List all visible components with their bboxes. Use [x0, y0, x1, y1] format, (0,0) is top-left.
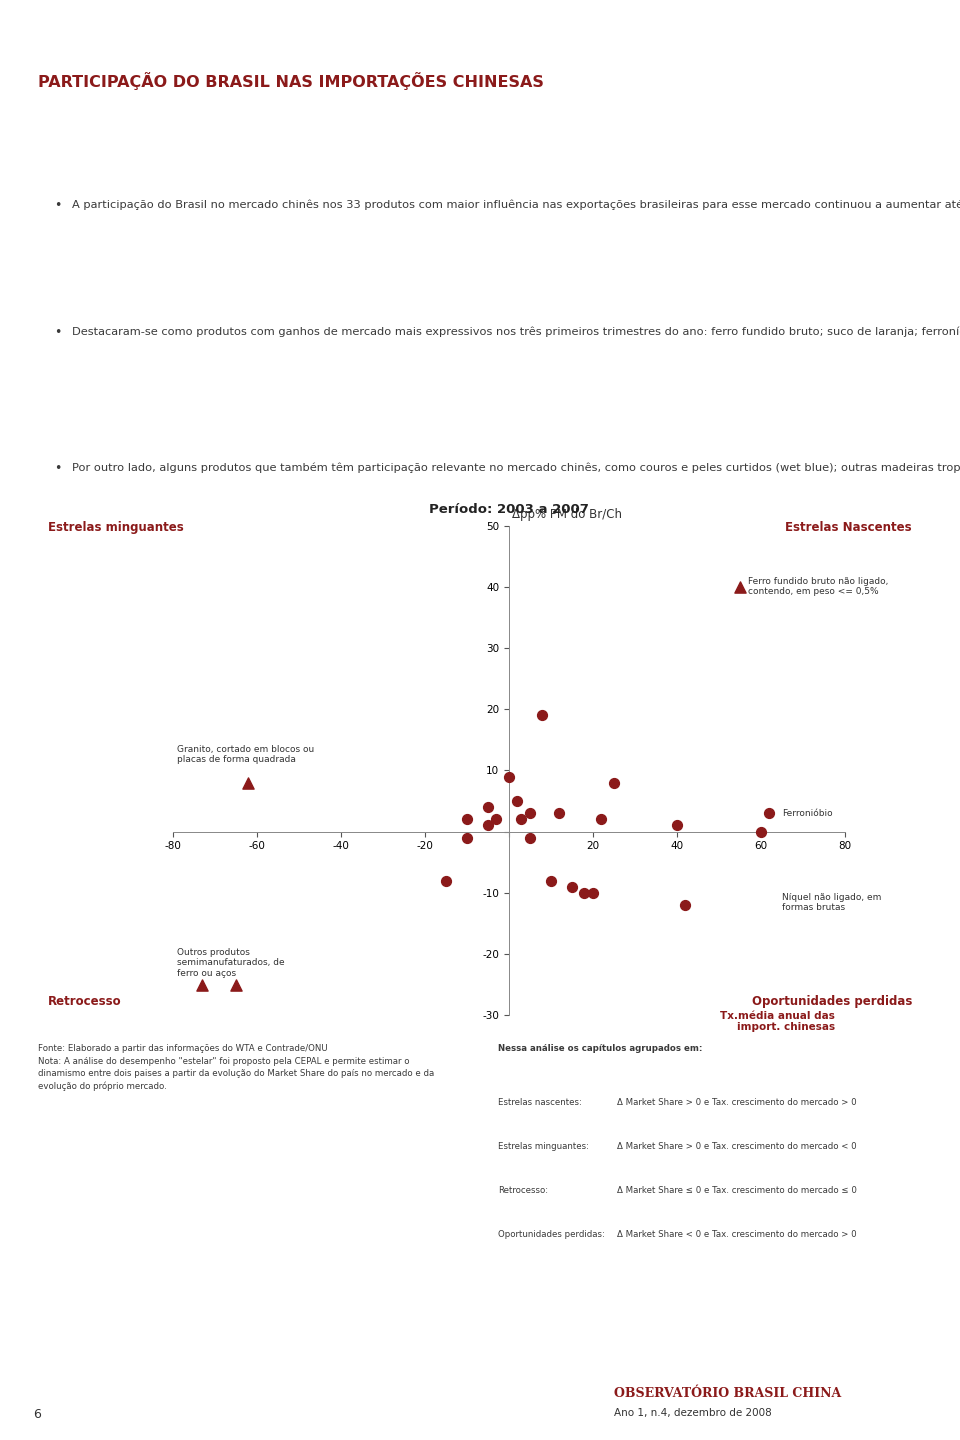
- Point: [551, 802, 566, 825]
- Text: Δ Market Share > 0 e Tax. crescimento do mercado < 0: Δ Market Share > 0 e Tax. crescimento do…: [617, 1142, 856, 1151]
- Point: [459, 808, 474, 831]
- Point: [678, 893, 693, 917]
- Text: •: •: [55, 462, 61, 475]
- Point: [489, 808, 504, 831]
- Text: Oportunidades perdidas:: Oportunidades perdidas:: [497, 1230, 605, 1238]
- Point: [438, 870, 453, 893]
- Text: Tx.média anual das
import. chinesas: Tx.média anual das import. chinesas: [720, 1011, 835, 1032]
- Point: [732, 575, 748, 599]
- Point: [543, 870, 559, 893]
- Point: [241, 772, 256, 795]
- Point: [514, 808, 529, 831]
- Point: [522, 827, 538, 850]
- Text: OBSERVATÓRIO BRASIL CHINA: OBSERVATÓRIO BRASIL CHINA: [614, 1387, 842, 1400]
- Point: [564, 876, 580, 899]
- Point: [535, 704, 550, 727]
- Text: Período: 2003 a 2007: Período: 2003 a 2007: [429, 503, 588, 516]
- Text: Estrelas Nascentes: Estrelas Nascentes: [785, 521, 912, 534]
- Text: •: •: [55, 325, 61, 338]
- Text: PARTICIPAÇÃO DO BRASIL NAS IMPORTAÇÕES CHINESAS: PARTICIPAÇÃO DO BRASIL NAS IMPORTAÇÕES C…: [38, 72, 544, 89]
- Text: CNI: CNI: [23, 19, 59, 37]
- Point: [753, 821, 768, 844]
- Point: [480, 814, 495, 837]
- Text: Destacaram-se como produtos com ganhos de mercado mais expressivos nos três prim: Destacaram-se como produtos com ganhos d…: [72, 325, 960, 337]
- Text: Por outro lado, alguns produtos que também têm participação relevante no mercado: Por outro lado, alguns produtos que tamb…: [72, 462, 960, 472]
- Text: Outros produtos
semimanufaturados, de
ferro ou aços: Outros produtos semimanufaturados, de fe…: [177, 948, 284, 978]
- Point: [585, 881, 601, 904]
- Text: Δpp% PM do Br/Ch: Δpp% PM do Br/Ch: [513, 508, 622, 521]
- Point: [501, 765, 516, 788]
- Text: Δ Market Share > 0 e Tax. crescimento do mercado > 0: Δ Market Share > 0 e Tax. crescimento do…: [617, 1099, 856, 1107]
- Text: Oportunidades perdidas: Oportunidades perdidas: [752, 995, 912, 1008]
- Text: A participação do Brasil no mercado chinês nos 33 produtos com maior influência : A participação do Brasil no mercado chin…: [72, 199, 960, 209]
- Text: 6: 6: [34, 1408, 41, 1421]
- Text: Retrocesso: Retrocesso: [48, 995, 122, 1008]
- Text: Ano 1, n.4, dezembro de 2008: Ano 1, n.4, dezembro de 2008: [614, 1408, 772, 1418]
- Text: •: •: [55, 199, 61, 212]
- Point: [577, 881, 592, 904]
- Point: [522, 802, 538, 825]
- Text: Δ Market Share ≤ 0 e Tax. crescimento do mercado ≤ 0: Δ Market Share ≤ 0 e Tax. crescimento do…: [617, 1187, 856, 1195]
- Text: Estrelas minguantes:: Estrelas minguantes:: [497, 1142, 588, 1151]
- Point: [669, 814, 684, 837]
- Point: [761, 802, 777, 825]
- Text: Retrocesso:: Retrocesso:: [497, 1187, 548, 1195]
- Point: [510, 789, 525, 812]
- Point: [480, 795, 495, 818]
- Text: Nessa análise os capítulos agrupados em:: Nessa análise os capítulos agrupados em:: [497, 1044, 702, 1053]
- Text: Fonte: Elaborado a partir das informações do WTA e Contrade/ONU
Nota: A análise : Fonte: Elaborado a partir das informaçõe…: [38, 1044, 435, 1092]
- Text: Níquel não ligado, em
formas brutas: Níquel não ligado, em formas brutas: [781, 893, 881, 912]
- Point: [195, 973, 210, 996]
- Text: Granito, cortado em blocos ou
placas de forma quadrada: Granito, cortado em blocos ou placas de …: [177, 744, 314, 765]
- Text: Δ Market Share < 0 e Tax. crescimento do mercado > 0: Δ Market Share < 0 e Tax. crescimento do…: [617, 1230, 856, 1238]
- Text: Estrelas nascentes:: Estrelas nascentes:: [497, 1099, 582, 1107]
- Point: [593, 808, 609, 831]
- Point: [228, 973, 244, 996]
- Text: Ferro fundido bruto não ligado,
contendo, em peso <= 0,5%: Ferro fundido bruto não ligado, contendo…: [748, 577, 889, 596]
- Text: Estrelas minguantes: Estrelas minguantes: [48, 521, 183, 534]
- Text: Ferronióbio: Ferronióbio: [781, 809, 832, 818]
- Point: [606, 772, 621, 795]
- Point: [459, 827, 474, 850]
